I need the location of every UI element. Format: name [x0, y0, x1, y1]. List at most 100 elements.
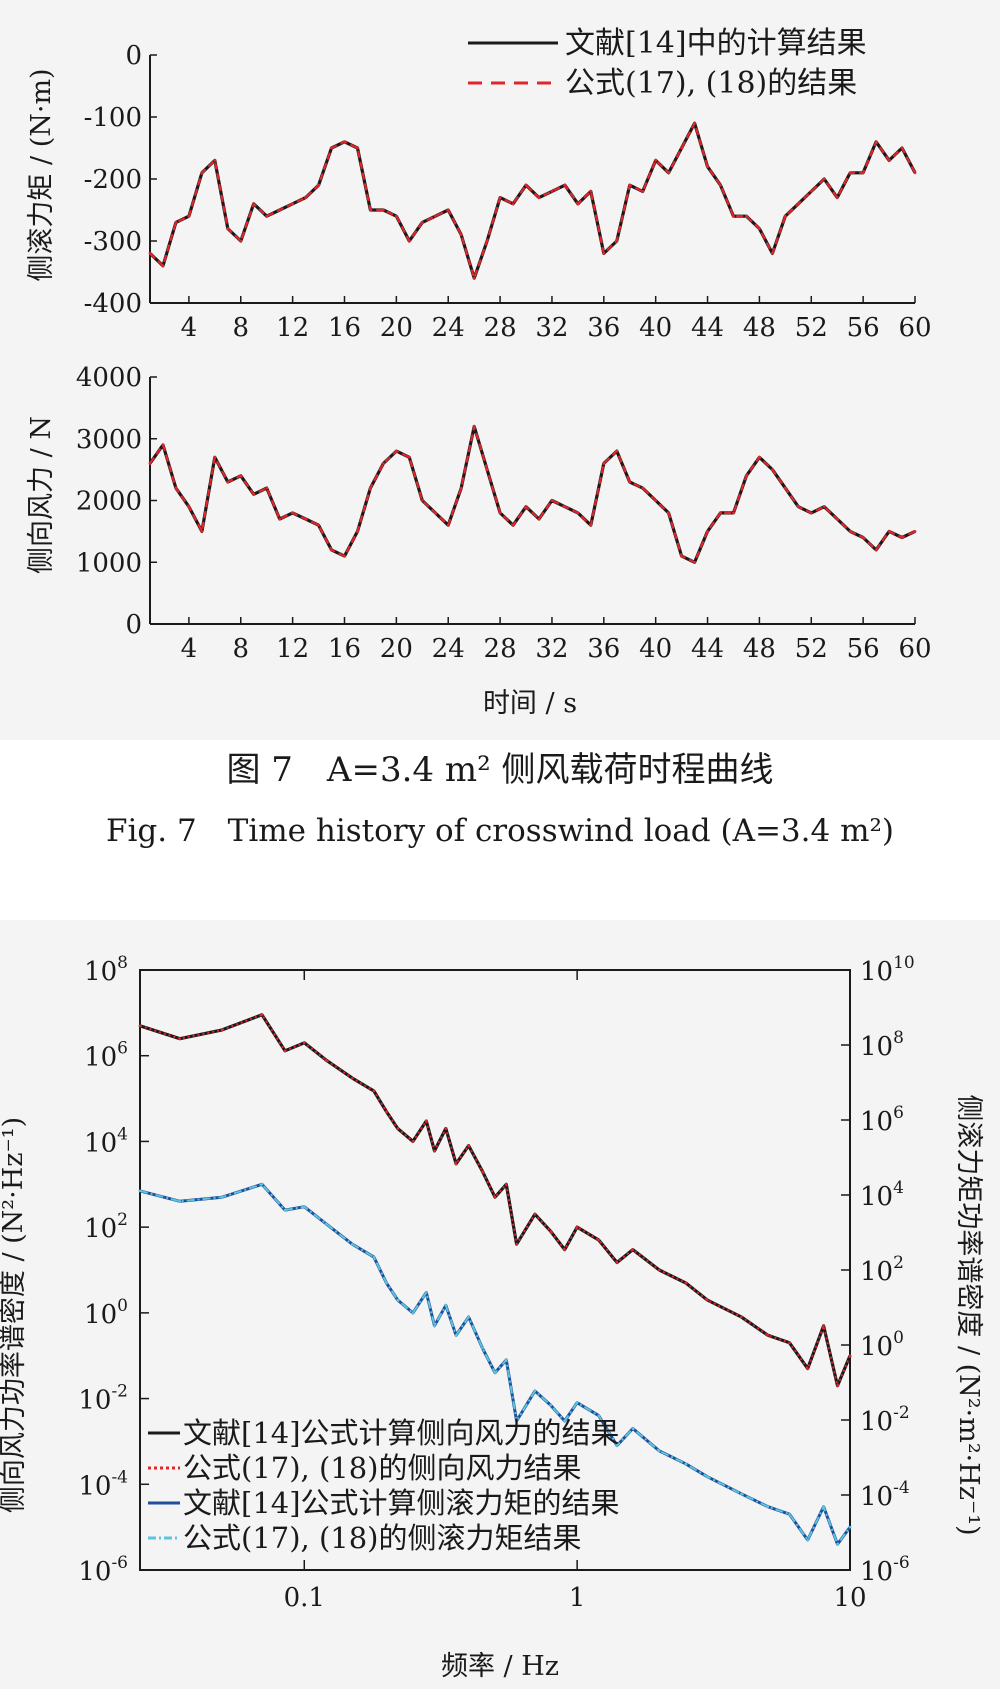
series-line-reference	[148, 121, 917, 280]
psd-data-point	[324, 1222, 328, 1226]
psd-data-point	[657, 1268, 661, 1272]
frequency-x-axis-label: 频率 / Hz	[441, 1651, 559, 1682]
psd-data-point	[411, 1140, 415, 1143]
data-point	[304, 196, 307, 200]
psd-data-point	[533, 1212, 537, 1216]
data-point	[446, 208, 450, 212]
psd-data-point	[822, 1505, 825, 1508]
y-tick-label-right: 10-6	[860, 1553, 910, 1587]
psd-data-point	[504, 1182, 508, 1186]
data-point	[226, 480, 230, 484]
data-point	[511, 202, 515, 206]
psd-data-point	[324, 1058, 328, 1062]
psd-data-point	[575, 1401, 579, 1405]
x-tick-label: 20	[380, 313, 413, 343]
data-point	[900, 146, 904, 150]
psd-data-point	[575, 1225, 579, 1229]
side-force-y-axis-label: 侧向风力 / N	[26, 416, 57, 574]
y-tick-label: 0	[125, 41, 142, 71]
data-point	[187, 214, 191, 218]
psd-data-point	[433, 1324, 436, 1328]
data-point	[783, 486, 787, 490]
data-point	[200, 171, 204, 175]
psd-data-point	[433, 1149, 436, 1153]
psd-data-point	[467, 1315, 470, 1319]
psd-data-point	[302, 1041, 306, 1045]
y-tick-label-right: 10-2	[860, 1403, 910, 1437]
time-x-axis-label: 时间 / s	[483, 688, 577, 719]
data-point	[796, 202, 800, 206]
data-point	[874, 140, 878, 144]
data-point	[719, 183, 722, 187]
data-point	[356, 146, 359, 150]
legend-entry-force-reference: 文献[14]公式计算侧向风力的结果	[183, 1416, 620, 1450]
psd-data-point	[788, 1341, 791, 1345]
series-line-reference	[148, 424, 916, 564]
data-point	[563, 183, 567, 187]
data-point	[420, 499, 424, 502]
x-tick-label: 44	[691, 634, 724, 664]
psd-data-point	[467, 1144, 470, 1147]
psd-data-point	[138, 1024, 142, 1028]
psd-data-point	[454, 1162, 458, 1166]
data-point	[148, 252, 152, 255]
data-point	[200, 529, 204, 533]
x-tick-label: 48	[743, 313, 776, 343]
y-tick-label-right: 106	[860, 1103, 904, 1137]
data-point	[213, 159, 217, 162]
data-point	[239, 474, 243, 478]
psd-data-point	[563, 1248, 566, 1251]
psd-data-point	[493, 1371, 497, 1375]
y-tick-label-left: 106	[84, 1039, 128, 1073]
data-point	[278, 517, 282, 521]
psd-data-point	[615, 1444, 619, 1447]
data-point	[809, 190, 813, 193]
data-point	[628, 480, 632, 484]
data-point	[745, 214, 748, 218]
psd-left-y-axis-label: 侧向风力功率谱密度 / (N²·Hz⁻¹)	[0, 1117, 29, 1513]
y-tick-label-right: 104	[860, 1178, 904, 1212]
data-point	[485, 468, 489, 472]
x-tick-label: 4	[181, 313, 198, 343]
data-point	[641, 190, 645, 193]
data-point	[654, 499, 658, 502]
psd-data-point	[481, 1346, 484, 1350]
x-tick-label: 16	[328, 313, 361, 343]
psd-data-point	[788, 1512, 791, 1516]
psd-data-point	[444, 1127, 448, 1130]
psd-data-point	[481, 1170, 484, 1173]
data-point	[693, 121, 696, 125]
data-point	[161, 264, 165, 268]
y-tick-label: -200	[84, 165, 142, 195]
psd-data-point	[684, 1281, 688, 1285]
data-point	[641, 486, 645, 490]
x-tick-label: 56	[847, 313, 880, 343]
psd-data-point	[454, 1333, 458, 1337]
x-tick-label: 16	[328, 634, 361, 664]
data-point	[524, 505, 528, 509]
x-tick-label: 60	[898, 634, 931, 664]
data-point	[317, 183, 320, 187]
data-point	[213, 455, 217, 459]
psd-data-point	[372, 1089, 376, 1093]
psd-data-point	[706, 1298, 709, 1302]
data-point	[796, 505, 800, 509]
data-point	[628, 183, 632, 187]
side-force-plot: 4 8 12 16 20 24 28 32 36 40 44 48 52 56 60010002000300…	[76, 363, 932, 664]
data-point	[174, 486, 178, 490]
y-tick-label: 0	[125, 610, 142, 640]
psd-data-point	[283, 1208, 287, 1212]
x-tick-label: 40	[639, 634, 672, 664]
y-tick-label-right: 108	[860, 1028, 904, 1062]
data-point	[343, 140, 346, 144]
psd-data-point	[822, 1324, 825, 1328]
psd-data-point	[138, 1189, 142, 1193]
y-tick-label: 1000	[76, 548, 142, 578]
data-point	[887, 529, 891, 533]
psd-data-point	[615, 1261, 619, 1264]
x-tick-label: 52	[795, 634, 828, 664]
y-tick-label: 2000	[76, 487, 142, 517]
data-point	[369, 486, 372, 490]
data-point	[745, 474, 748, 478]
data-point	[615, 449, 619, 453]
